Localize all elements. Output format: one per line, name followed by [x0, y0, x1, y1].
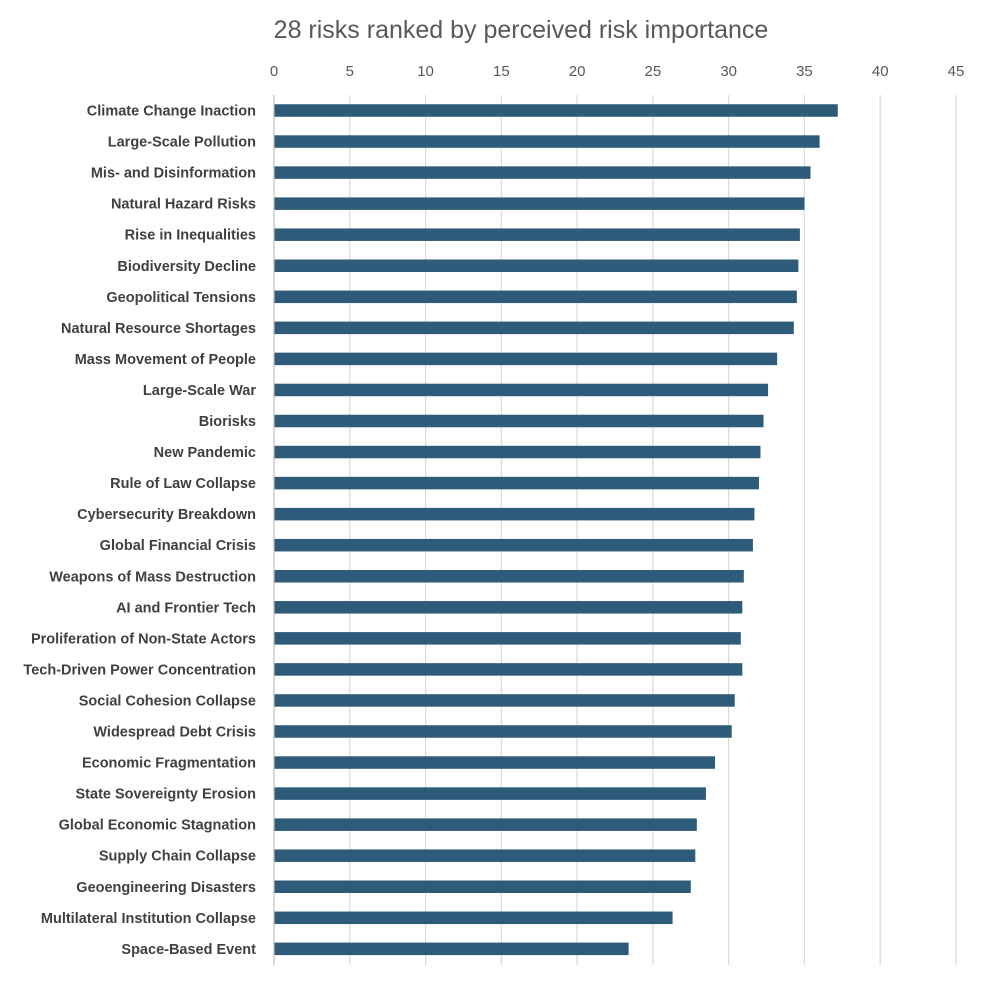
bar	[274, 166, 811, 179]
bar	[274, 290, 797, 304]
bar	[274, 104, 838, 117]
x-axis-ticks: 0 5 10 15 20 25 30 35 40 45	[270, 63, 965, 80]
bar	[274, 135, 820, 148]
bar	[274, 259, 799, 272]
category-label: Geopolitical Tensions	[106, 290, 256, 306]
category-label: Biodiversity Decline	[117, 259, 256, 275]
category-label: Mass Movement of People	[75, 352, 256, 368]
bar	[274, 880, 691, 893]
bars	[274, 104, 838, 956]
category-label: AI and Frontier Tech	[116, 600, 256, 616]
category-label: Economic Fragmentation	[82, 756, 256, 772]
category-label: Natural Hazard Risks	[111, 197, 256, 213]
x-tick-label: 20	[569, 63, 586, 80]
bar	[274, 632, 741, 645]
x-tick-label: 25	[645, 63, 662, 80]
x-tick-label: 10	[417, 63, 434, 80]
x-tick-label: 5	[346, 63, 354, 80]
bar	[274, 570, 744, 583]
category-label: Social Cohesion Collapse	[79, 693, 256, 709]
bar	[274, 507, 755, 521]
category-label: Global Economic Stagnation	[59, 818, 256, 834]
bar	[274, 445, 761, 459]
bar	[274, 383, 769, 397]
category-label: Cybersecurity Breakdown	[77, 507, 256, 523]
category-label: Mis- and Disinformation	[91, 166, 256, 182]
x-tick-label: 45	[948, 63, 965, 80]
category-label: Global Financial Crisis	[100, 538, 256, 554]
bar	[274, 849, 696, 862]
category-label: Large-Scale Pollution	[108, 135, 256, 151]
bar	[274, 911, 673, 925]
category-label: Space-Based Event	[121, 942, 256, 958]
bar	[274, 321, 794, 335]
bar	[274, 818, 697, 831]
bar	[274, 694, 735, 707]
bar	[274, 756, 716, 769]
category-label: Supply Chain Collapse	[99, 849, 256, 865]
category-label: Biorisks	[199, 414, 256, 430]
bar	[274, 352, 778, 366]
category-label: Widespread Debt Crisis	[93, 725, 256, 741]
bar	[274, 725, 732, 738]
chart-title: 28 risks ranked by perceived risk import…	[274, 16, 769, 44]
bar	[274, 601, 743, 614]
bar	[274, 476, 759, 490]
bar	[274, 414, 764, 428]
bar	[274, 228, 800, 241]
category-label: New Pandemic	[154, 445, 256, 461]
category-label: Rise in Inequalities	[125, 228, 256, 244]
category-labels: Climate Change Inaction Large-Scale Pollu…	[23, 104, 256, 958]
category-label: Large-Scale War	[143, 383, 256, 399]
x-tick-label: 40	[872, 63, 889, 80]
category-label: Weapons of Mass Destruction	[49, 569, 256, 585]
x-tick-label: 30	[720, 63, 737, 80]
x-tick-label: 0	[270, 63, 278, 80]
gridlines	[349, 95, 957, 965]
category-label: State Sovereignty Erosion	[76, 787, 257, 803]
x-tick-label: 35	[796, 63, 813, 80]
bar	[274, 942, 629, 956]
category-label: Tech-Driven Power Concentration	[23, 662, 256, 678]
bar	[274, 787, 706, 800]
category-label: Multilateral Institution Collapse	[41, 911, 256, 927]
x-tick-label: 15	[493, 63, 510, 80]
bar	[274, 663, 743, 676]
category-label: Climate Change Inaction	[87, 104, 256, 120]
bar	[274, 197, 805, 210]
category-label: Rule of Law Collapse	[110, 476, 256, 492]
bar	[274, 538, 753, 552]
category-label: Natural Resource Shortages	[61, 321, 256, 337]
category-label: Proliferation of Non-State Actors	[31, 631, 256, 647]
category-label: Geoengineering Disasters	[76, 880, 256, 896]
